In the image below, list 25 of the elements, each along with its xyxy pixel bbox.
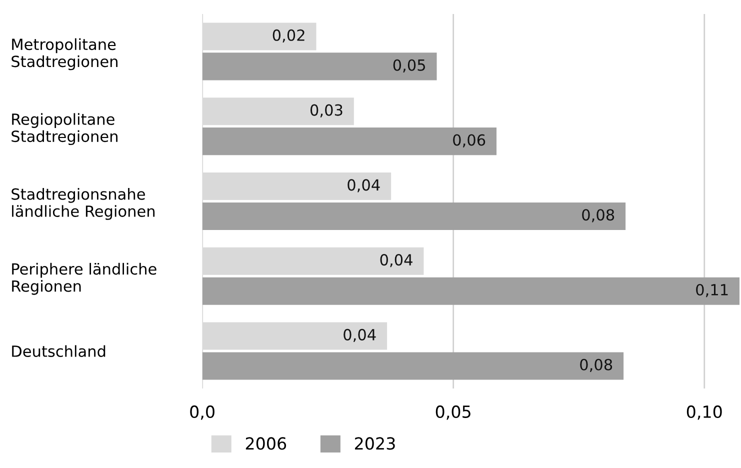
bar (202, 52, 437, 80)
data-label: 0,11 (696, 284, 728, 298)
bar (202, 352, 624, 380)
y-tick-label: Stadtregionsnahe ländliche Regionen (12, 188, 155, 220)
x-tick-label: 0,05 (436, 405, 470, 420)
data-label: 0,06 (453, 134, 486, 148)
data-label: 0,08 (582, 209, 614, 222)
bar (202, 277, 740, 305)
data-label: 0,05 (393, 59, 425, 72)
legend-label: 2006 (246, 437, 286, 450)
data-label: 0,02 (272, 29, 304, 42)
x-tick-label: 0,0 (190, 405, 214, 420)
data-label: 0,04 (380, 254, 412, 268)
y-tick-label: Periphere ländliche Regionen (12, 262, 156, 295)
bar (202, 202, 626, 230)
data-label: 0,03 (310, 104, 342, 118)
y-tick-label: Metropolitane Stadtregionen (12, 38, 118, 70)
y-tick-label: Regiopolitane Stadtregionen (12, 113, 118, 146)
legend-label: 2023 (355, 437, 395, 450)
x-tick-label: 0,10 (686, 405, 722, 420)
data-label: 0,08 (580, 358, 612, 372)
y-tick-label: Deutschland (12, 345, 106, 358)
data-label: 0,04 (348, 179, 380, 192)
bar (202, 128, 497, 156)
data-label: 0,04 (344, 328, 376, 342)
